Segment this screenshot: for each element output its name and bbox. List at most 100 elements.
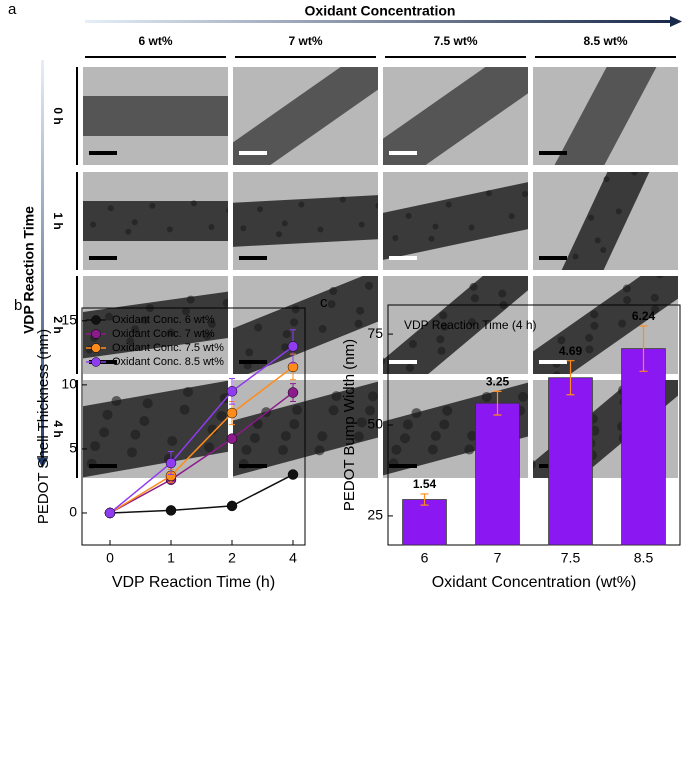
fiber bbox=[533, 276, 678, 374]
bump bbox=[557, 336, 566, 345]
bump bbox=[125, 228, 132, 235]
bump bbox=[99, 427, 110, 438]
scale-bar bbox=[89, 256, 117, 260]
legend-label: Oxidant Conc. 7 wt% bbox=[112, 328, 215, 340]
scale-bar bbox=[239, 360, 267, 364]
scale-bar bbox=[239, 151, 267, 155]
tem-image bbox=[383, 172, 528, 270]
marker bbox=[287, 341, 299, 352]
marker bbox=[104, 507, 116, 519]
bump bbox=[219, 393, 228, 404]
fiber bbox=[83, 380, 228, 478]
bump bbox=[399, 433, 410, 444]
x-tick-label: 6 bbox=[421, 550, 429, 566]
x-tick-label: 8.5 bbox=[634, 550, 654, 566]
scale-bar bbox=[239, 464, 267, 468]
marker bbox=[226, 500, 238, 512]
bump bbox=[585, 333, 594, 342]
bump bbox=[590, 310, 599, 319]
bump bbox=[383, 357, 386, 365]
bump bbox=[254, 323, 263, 332]
series-line bbox=[109, 391, 294, 514]
tem-image bbox=[83, 172, 228, 270]
fiber bbox=[533, 67, 678, 165]
row-header: 0 h bbox=[51, 107, 65, 124]
fiber bbox=[83, 96, 228, 136]
bump bbox=[650, 293, 659, 302]
marker bbox=[165, 457, 177, 469]
bump bbox=[130, 429, 141, 440]
bump bbox=[651, 305, 660, 314]
bar bbox=[402, 499, 447, 546]
bump bbox=[281, 343, 290, 352]
bump bbox=[149, 202, 156, 209]
bump bbox=[411, 408, 422, 419]
error-label: 1.54 bbox=[413, 477, 437, 491]
bump bbox=[468, 224, 475, 231]
bump bbox=[615, 208, 622, 215]
error-label: 6.24 bbox=[632, 309, 656, 323]
bump bbox=[402, 419, 413, 430]
bump bbox=[329, 287, 338, 296]
tem-image bbox=[83, 380, 228, 478]
bump bbox=[437, 346, 446, 355]
bump bbox=[436, 335, 445, 344]
bump bbox=[207, 320, 216, 329]
fiber bbox=[533, 380, 678, 478]
bump bbox=[631, 172, 638, 176]
bar bbox=[548, 377, 593, 546]
bump bbox=[588, 214, 595, 221]
bump bbox=[365, 281, 374, 290]
bump bbox=[281, 220, 288, 227]
fiber bbox=[383, 276, 528, 374]
y-tick-label: 10 bbox=[61, 376, 77, 392]
bump bbox=[179, 404, 190, 415]
tem-image bbox=[383, 276, 528, 374]
series-line bbox=[109, 366, 294, 514]
fiber bbox=[83, 201, 228, 241]
series-line bbox=[109, 345, 294, 514]
bump bbox=[203, 331, 212, 340]
bump bbox=[498, 289, 507, 298]
bump bbox=[622, 284, 631, 293]
bump bbox=[222, 298, 228, 307]
bump bbox=[358, 221, 365, 228]
bump bbox=[90, 441, 101, 452]
bump bbox=[105, 312, 114, 321]
tem-image bbox=[533, 276, 678, 374]
bump bbox=[442, 405, 453, 416]
scale-bar bbox=[89, 464, 117, 468]
bump bbox=[131, 219, 138, 226]
bump bbox=[280, 430, 291, 441]
bump bbox=[167, 328, 176, 337]
bump bbox=[190, 200, 197, 207]
legend-label: Oxidant Conc. 7.5 wt% bbox=[112, 342, 224, 354]
bump bbox=[126, 337, 135, 346]
bump bbox=[464, 444, 475, 455]
bump bbox=[467, 430, 478, 441]
bump bbox=[90, 221, 97, 228]
column-header: 7 wt% bbox=[288, 34, 322, 48]
bump bbox=[430, 430, 441, 441]
error-bar bbox=[493, 390, 502, 416]
bump bbox=[365, 405, 376, 416]
column-title: Oxidant Concentration bbox=[305, 3, 456, 19]
bump bbox=[317, 431, 328, 442]
bump bbox=[481, 391, 492, 402]
y-tick-label: 25 bbox=[367, 507, 383, 523]
row-header: 1 h bbox=[51, 212, 65, 229]
bump bbox=[204, 442, 215, 453]
bump bbox=[353, 431, 364, 442]
bump bbox=[186, 295, 195, 304]
bump bbox=[289, 419, 300, 430]
bump bbox=[439, 311, 448, 320]
tem-image bbox=[383, 67, 528, 165]
bump bbox=[518, 391, 528, 402]
error-label: 4.69 bbox=[559, 344, 583, 358]
bump bbox=[439, 419, 450, 430]
bump bbox=[406, 363, 415, 372]
bump bbox=[207, 424, 218, 435]
arrow-bar bbox=[41, 60, 44, 460]
